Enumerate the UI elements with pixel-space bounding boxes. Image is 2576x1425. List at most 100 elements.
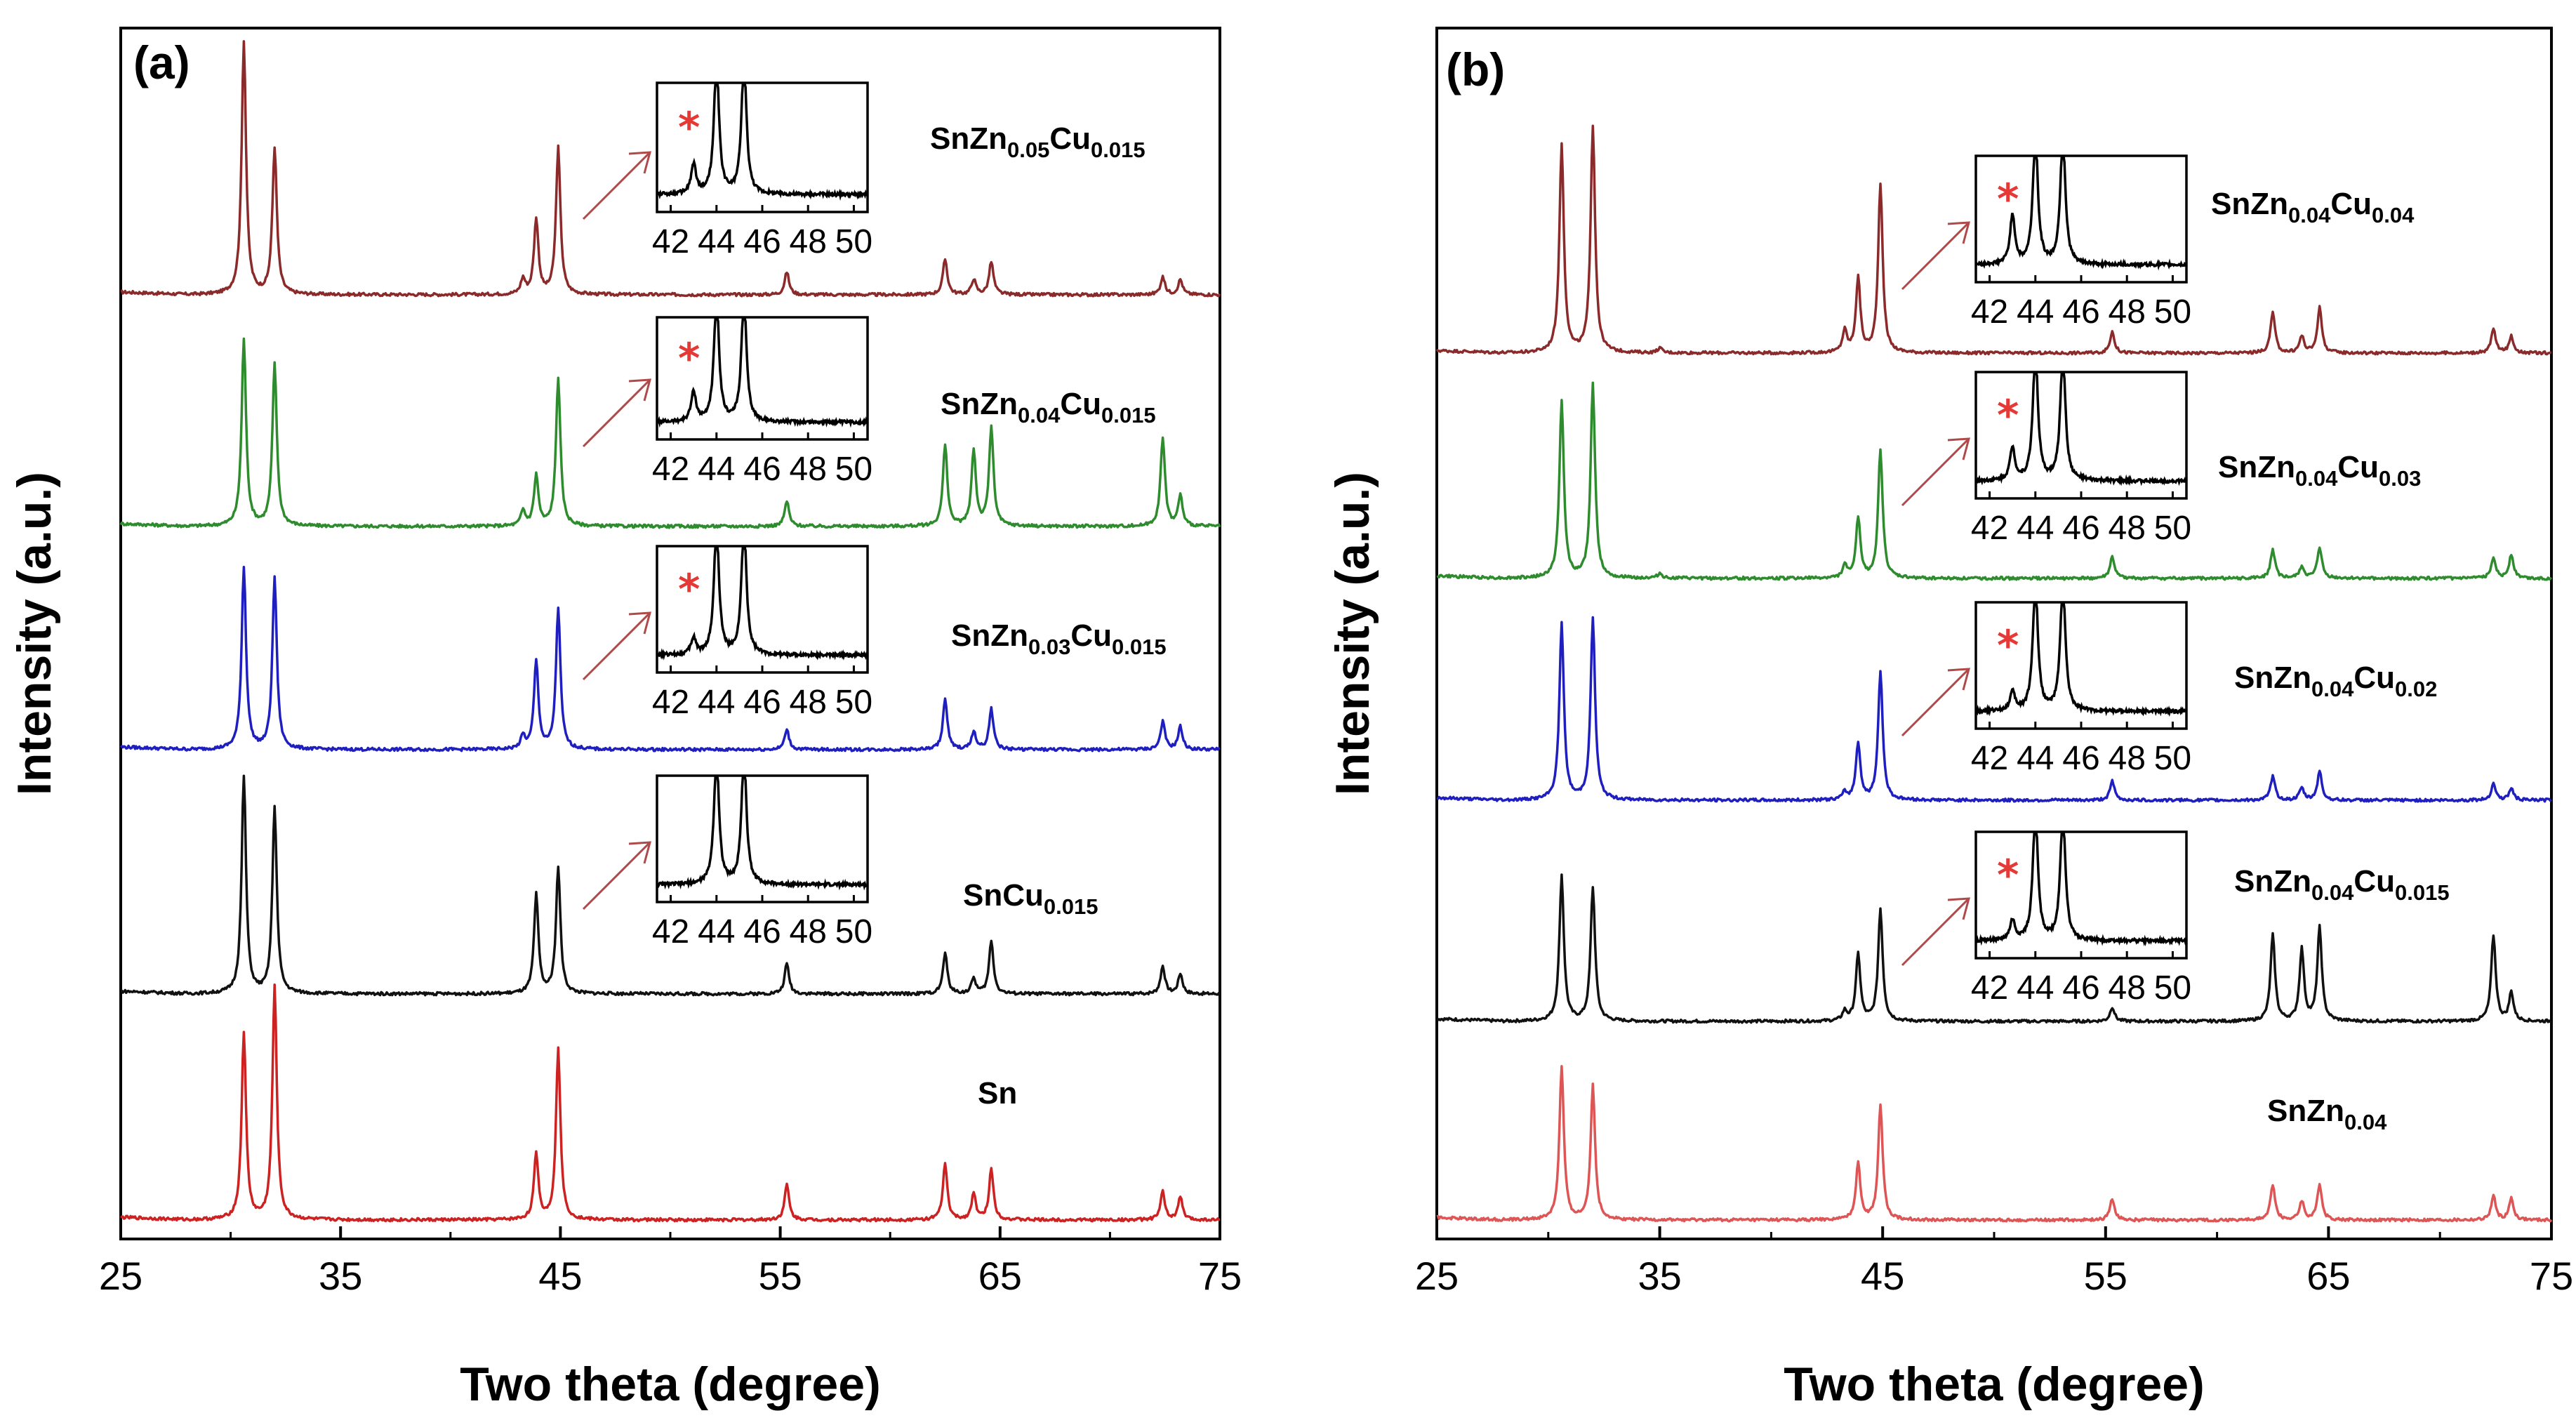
sample-label: SnZn0.04Cu0.015 [2234,864,2450,905]
peak-marker-star: * [678,565,700,614]
sample-label: SnZn0.05Cu0.015 [930,121,1146,162]
inset-arrowhead [628,151,651,174]
x-tick-label: 65 [978,1254,1022,1298]
sample-label: Sn [978,1076,1017,1111]
inset-tick-label: 48 [790,684,827,721]
sample-label: SnCu0.015 [963,878,1098,919]
sample-label: SnZn0.04Cu0.02 [2234,661,2437,701]
inset-tick-label: 44 [2017,293,2054,331]
inset-arrow [1901,221,1970,291]
x-axis-title: Two theta (degree) [1784,1358,2204,1411]
xrd-series-line [119,337,1221,529]
inset-tick-label: 46 [743,913,781,950]
x-tick-label: 45 [538,1254,582,1298]
inset-tick-label: 46 [743,684,781,721]
inset-tick-label: 48 [790,451,827,488]
inset-tick-label: 50 [2154,969,2191,1007]
inset-tick-label: 48 [2109,740,2146,777]
y-axis-title: Intensity (a.u.) [1326,472,1379,795]
xrd-series-line [120,40,1221,298]
xrd-series-line [1436,1065,2553,1223]
sample-label: SnZn0.04Cu0.04 [2211,187,2415,227]
x-tick-label: 25 [1415,1254,1459,1298]
inset-arrowhead [1947,897,1970,920]
inset-plot: 42 44 46 48 50* [582,316,872,488]
inset-tick-label: 50 [2154,740,2191,777]
inset-tick-label: 42 [1971,969,2008,1007]
inset-plot: 42 44 46 48 50 * [1901,830,2191,1007]
xrd-series-line [1436,616,2552,803]
xrd-series-line [120,774,1221,997]
inset-tick-label: 46 [2062,293,2099,331]
inset-tick-label: 50 [835,913,872,950]
xrd-series-line [119,565,1221,753]
inset-line [1974,156,2187,271]
inset-line [1975,832,2187,947]
inset-tick-label: 44 [2017,510,2054,547]
sample-label: SnZn0.04Cu0.015 [941,387,1156,428]
x-tick-label: 65 [2306,1254,2350,1298]
inset-tick-label: 42 [652,451,689,488]
inset-tick-label: 48 [2109,969,2146,1007]
inset-tick-label: 46 [2062,510,2099,547]
x-tick-label: 55 [758,1254,802,1298]
inset-line [656,83,868,201]
inset-tick-label: 44 [2017,740,2054,777]
inset-tick-label: 50 [2154,293,2191,331]
inset-tick-label: 46 [2062,740,2099,777]
peak-marker-star: * [1997,391,2019,440]
inset-tick-label: 46 [2062,969,2099,1007]
x-tick-label: 55 [2084,1254,2127,1298]
inset-tick-label: 44 [2017,969,2054,1007]
xrd-series-line [1435,873,2552,1024]
inset-tick-label: 50 [835,223,872,260]
inset-tick-label: 44 [698,451,735,488]
inset-arrowhead [1947,668,1970,691]
inset-line [1974,372,2188,486]
y-axis-title: Intensity (a.u.) [8,472,61,795]
inset-tick-label: 48 [790,223,827,260]
inset-tick-label: 42 [1971,740,2008,777]
inset-line [656,776,868,891]
peak-marker-star: * [1997,851,2019,900]
sample-label: SnZn0.04 [2267,1094,2387,1134]
panel-a: 25 35 45 55 65 75 Two theta (degree) Intensity … [8,27,1242,1411]
inset-tick-label: 50 [2154,510,2191,547]
inset-arrowhead [1947,437,1970,460]
panel-b: 25 35 45 55 65 75 Two theta (degree) Intensity … [1326,27,2573,1411]
xrd-series-line [1435,124,2552,356]
inset-plot: 42 44 46 48 50 * [1901,601,2191,777]
x-tick-label: 35 [1638,1254,1681,1298]
inset-arrow [1901,668,1970,737]
inset-arrow [582,611,651,681]
inset-arrow [582,151,651,220]
x-tick-label: 75 [2530,1254,2573,1298]
inset-tick-label: 42 [652,913,689,950]
inset-arrow [1901,897,1970,967]
inset-tick-label: 44 [698,684,735,721]
inset-tick-label: 46 [743,223,781,260]
x-axis-title: Two theta (degree) [460,1358,880,1411]
peak-marker-star: * [1997,175,2019,224]
inset-plot: 42 44 46 48 50* [1901,154,2191,331]
panel-b-label: (b) [1446,44,1505,95]
inset-plot: 42 44 46 48 50* [582,545,872,721]
inset-arrowhead [628,841,651,864]
inset-arrow [1901,437,1970,507]
inset-plot: 42 44 46 48 50* [582,81,872,260]
inset-tick-label: 48 [790,913,827,950]
xrd-series-line [120,983,1221,1223]
peak-marker-star: * [1997,621,2019,670]
inset-tick-label: 44 [698,223,735,260]
inset-arrow [582,841,651,910]
inset-line [656,317,869,428]
inset-tick-label: 48 [2109,510,2146,547]
inset-tick-label: 42 [1971,293,2008,331]
inset-tick-label: 42 [652,684,689,721]
inset-arrow [582,378,651,448]
inset-arrowhead [628,378,651,402]
inset-arrowhead [1947,221,1970,244]
x-tick-label: 75 [1198,1254,1242,1298]
x-tick-label: 35 [319,1254,362,1298]
